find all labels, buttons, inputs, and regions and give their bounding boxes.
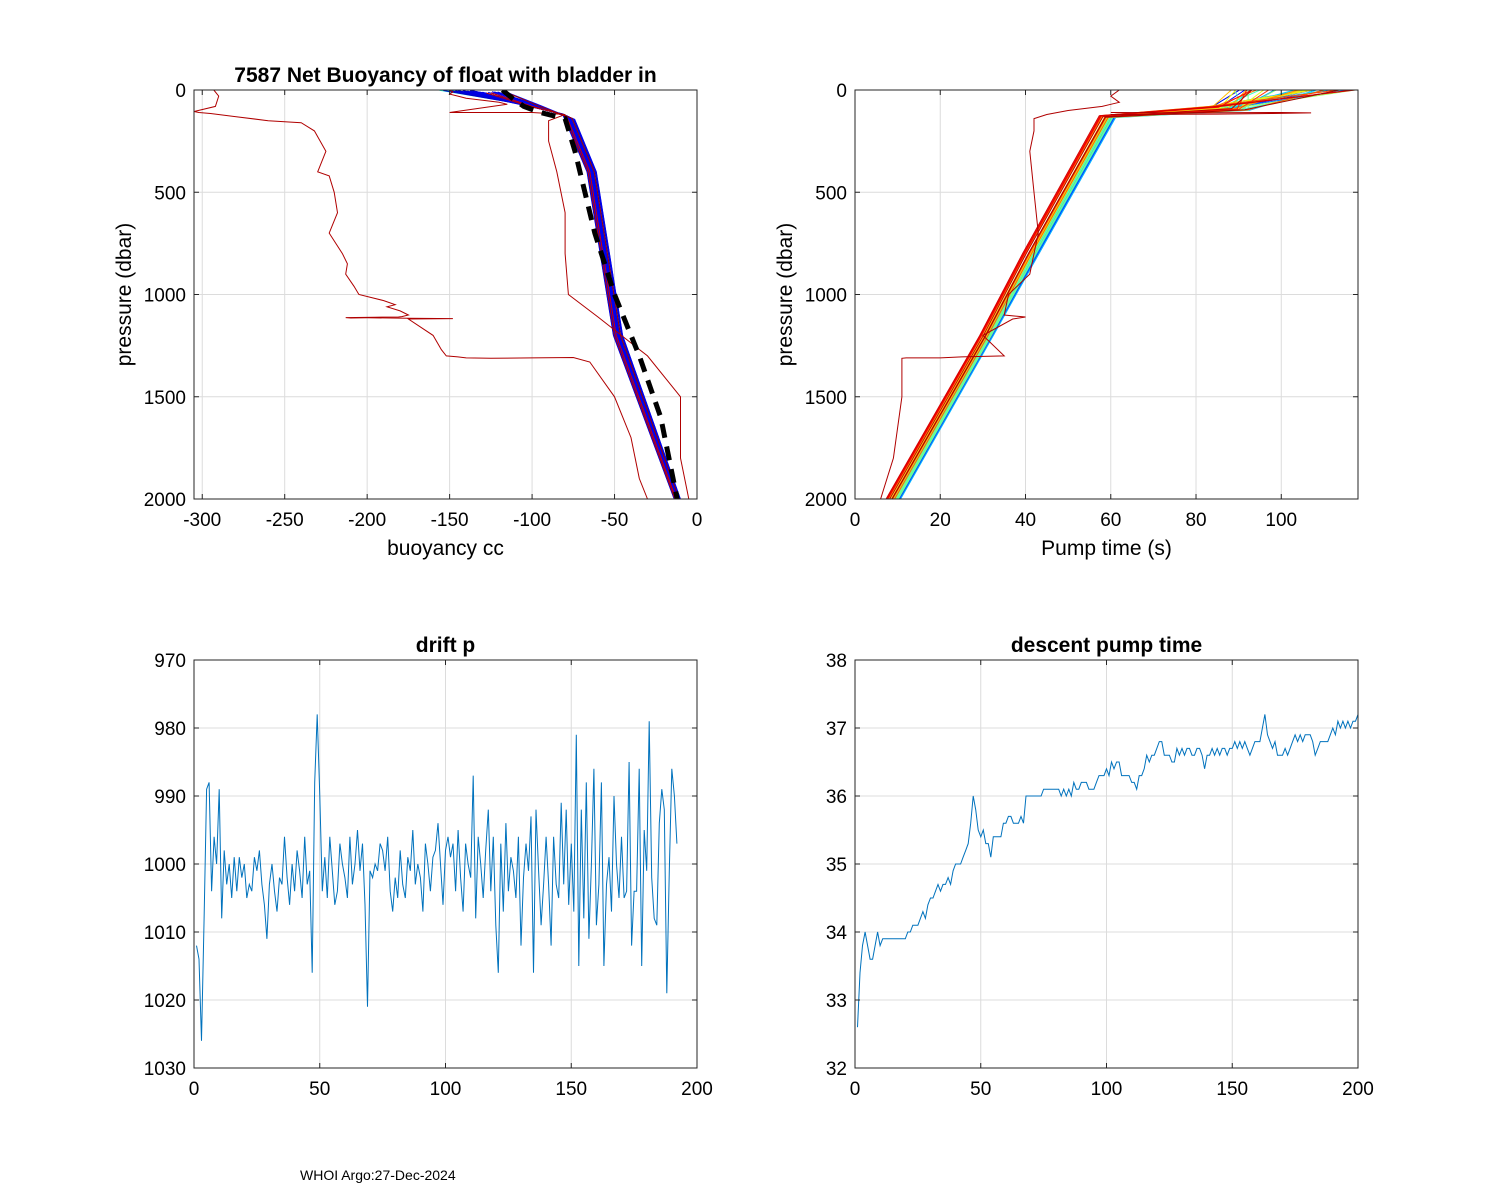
buoyancy-ytick-label-3: 1500: [144, 388, 186, 409]
buoyancy-title: 7587 Net Buoyancy of float with bladder …: [234, 64, 656, 87]
buoyancy-profile-line-33: [507, 92, 681, 499]
pumptime-profile-line-38: [889, 90, 1253, 499]
chart-buoyancy: -300 -250 -200 -150 -100 -50 0 0 500 1000 1500 2000…: [113, 64, 702, 560]
buoyancy-profile-line-30: [493, 91, 679, 499]
descent-ytick-label-6: 38: [826, 651, 847, 672]
descent-ytick-label-1: 33: [826, 991, 847, 1012]
pumptime-ytick-label-0: 0: [836, 81, 847, 102]
pumptime-xtick-label-4: 80: [1185, 510, 1206, 531]
descent-title: descent pump time: [1011, 634, 1202, 657]
descent-xtick-label-0: 0: [850, 1079, 861, 1100]
descent-series-line: [857, 712, 1358, 1028]
driftp-series-line: [196, 714, 678, 1041]
buoyancy-xtick-label-4: -100: [513, 510, 551, 531]
driftp-xtick-label-4: 200: [681, 1079, 713, 1100]
pumptime-xlabel: Pump time (s): [1041, 537, 1172, 560]
chart-driftp: 0 50 100 150 200 970 980 990 1000 1010 1020 1030 dri…: [144, 634, 713, 1100]
buoyancy-profile-line-32: [479, 92, 676, 499]
buoyancy-xtick-label-5: -50: [601, 510, 628, 531]
descent-ytick-label-3: 35: [826, 855, 847, 876]
buoyancy-xtick-label-1: -250: [266, 510, 304, 531]
buoyancy-profile-line-34: [490, 92, 678, 499]
buoyancy-profile-line-25: [479, 91, 678, 499]
driftp-ytick-label-4: 1010: [144, 923, 186, 944]
buoyancy-profile-line-21: [461, 91, 675, 499]
buoyancy-profile-line-14: [467, 90, 678, 499]
pumptime-ylabel: pressure (dbar): [774, 223, 797, 367]
pumptime-profile-line-39: [891, 90, 1340, 499]
buoyancy-ytick-label-0: 0: [175, 81, 186, 102]
driftp-ytick-label-5: 1020: [144, 991, 186, 1012]
buoyancy-profile-line-24: [467, 91, 676, 499]
buoyancy-profile-line-36: [496, 92, 678, 499]
buoyancy-profile-line-39: [507, 92, 680, 499]
pumptime-ytick-label-1: 500: [815, 183, 847, 204]
descent-xtick-label-1: 50: [970, 1079, 991, 1100]
buoyancy-profile-line-37: [490, 92, 677, 499]
pumptime-ytick-label-4: 2000: [805, 490, 847, 511]
pumptime-profile-line-18: [897, 90, 1249, 499]
pumptime-red-profile-line: [880, 90, 1121, 499]
buoyancy-profile-line-17: [459, 90, 676, 499]
buoyancy-profile-line-38: [486, 92, 676, 499]
buoyancy-red-profile-line: [194, 90, 648, 499]
driftp-plot-area: [196, 714, 678, 1041]
pumptime-xtick-label-1: 20: [930, 510, 951, 531]
buoyancy-plot-area: [194, 90, 690, 499]
buoyancy-ytick-label-2: 1000: [144, 286, 186, 307]
descent-plot-area: [857, 712, 1358, 1028]
driftp-title: drift p: [416, 634, 475, 657]
pumptime-xtick-label-2: 40: [1015, 510, 1036, 531]
descent-ytick-label-0: 32: [826, 1059, 847, 1080]
pumptime-ytick-label-2: 1000: [805, 286, 847, 307]
pumptime-profile-line-36: [886, 90, 1354, 499]
driftp-xtick-label-0: 0: [189, 1079, 200, 1100]
descent-ytick-label-4: 36: [826, 787, 847, 808]
pumptime-xtick-label-0: 0: [850, 510, 861, 531]
buoyancy-xtick-label-2: -200: [348, 510, 386, 531]
driftp-xtick-label-1: 50: [309, 1079, 330, 1100]
buoyancy-outlier-profile-line: [448, 90, 690, 499]
descent-xtick-label-2: 100: [1091, 1079, 1123, 1100]
driftp-ytick-label-6: 1030: [144, 1059, 186, 1080]
driftp-ytick-label-1: 980: [154, 719, 186, 740]
pumptime-ytick-label-3: 1500: [805, 388, 847, 409]
driftp-xtick-label-3: 150: [555, 1079, 587, 1100]
pumptime-red-spike-line: [1110, 111, 1312, 115]
descent-xtick-label-3: 150: [1216, 1079, 1248, 1100]
buoyancy-ylabel: pressure (dbar): [113, 223, 136, 367]
driftp-ytick-label-0: 970: [154, 651, 186, 672]
pumptime-plot-area: [880, 90, 1356, 499]
pumptime-xtick-label-5: 100: [1265, 510, 1297, 531]
footer-credit: WHOI Argo:27-Dec-2024: [300, 1167, 456, 1183]
descent-ytick-label-2: 34: [826, 923, 848, 944]
buoyancy-xtick-label-3: -150: [431, 510, 469, 531]
chart-descent: 0 50 100 150 200 32 33 34 35 36 37 38 descent pump t…: [826, 634, 1374, 1100]
driftp-xtick-label-2: 100: [430, 1079, 462, 1100]
descent-ytick-label-5: 37: [826, 719, 847, 740]
buoyancy-ytick-label-4: 2000: [144, 490, 186, 511]
buoyancy-mean-profile-line: [500, 90, 680, 499]
buoyancy-xtick-label-0: -300: [183, 510, 221, 531]
buoyancy-ytick-label-1: 500: [154, 183, 186, 204]
descent-xtick-label-4: 200: [1342, 1079, 1374, 1100]
driftp-ytick-label-3: 1000: [144, 855, 186, 876]
driftp-ytick-label-2: 990: [154, 787, 186, 808]
pumptime-xtick-label-3: 60: [1100, 510, 1121, 531]
buoyancy-xtick-label-6: 0: [692, 510, 703, 531]
buoyancy-profile-line-15: [459, 90, 676, 499]
pumptime-profile-line-35: [887, 90, 1253, 499]
buoyancy-xlabel: buoyancy cc: [387, 537, 504, 560]
